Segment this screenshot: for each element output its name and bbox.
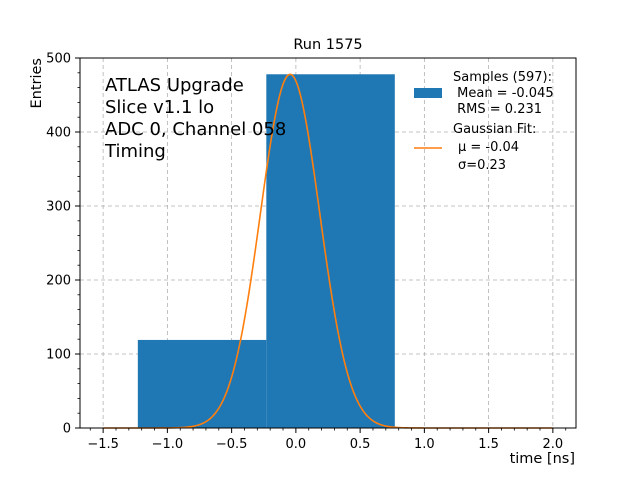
annotation-line: ATLAS Upgrade (105, 75, 244, 96)
legend-entry-fit-sigma: σ=0.23 (458, 158, 506, 173)
y-tick-label: 500 (46, 52, 71, 67)
annotation-line: Slice v1.1 lo (105, 97, 214, 118)
legend-entry-samples-mean: Mean = -0.045 (453, 86, 554, 101)
x-tick-label: 0.0 (286, 437, 307, 452)
y-tick-label: 300 (46, 200, 71, 215)
legend: Samples (597): Mean = -0.045 RMS = 0.231… (414, 70, 554, 173)
chart-title: Run 1575 (293, 37, 362, 53)
annotation-block: ATLAS Upgrade Slice v1.1 lo ADC 0, Chann… (104, 75, 286, 162)
legend-entry-fit-mu: μ = -0.04 (458, 140, 519, 155)
y-axis-label: Entries (29, 58, 45, 109)
y-tick-label: 0 (63, 422, 71, 437)
legend-entry-samples: Samples (597): (453, 70, 552, 85)
legend-entry-fit: Gaussian Fit: (453, 122, 536, 137)
y-tick-label: 400 (46, 126, 71, 141)
legend-entry-samples-rms: RMS = 0.231 (453, 102, 542, 117)
histogram-bar (266, 74, 395, 428)
y-tick-label: 100 (46, 348, 71, 363)
histogram-bar (137, 339, 267, 428)
ticks-layer: −1.5 −1.0 −0.5 0.0 0.5 1.0 1.5 2.0 0 100 200 300 400… (46, 52, 567, 452)
x-tick-label: −0.5 (216, 437, 248, 452)
y-tick-label: 200 (46, 274, 71, 289)
x-tick-label: 0.5 (350, 437, 371, 452)
x-tick-label: 1.5 (478, 437, 499, 452)
x-tick-label: 1.0 (414, 437, 435, 452)
x-tick-label: −1.5 (87, 437, 119, 452)
annotation-line: Timing (104, 141, 166, 162)
plot-frame (79, 57, 577, 429)
x-axis-label: time [ns] (510, 451, 575, 467)
x-tick-label: 2.0 (543, 437, 564, 452)
annotation-line: ADC 0, Channel 058 (105, 119, 286, 140)
bars-layer (137, 74, 395, 428)
x-tick-label: −1.0 (152, 437, 184, 452)
legend-swatch-samples (414, 88, 442, 98)
